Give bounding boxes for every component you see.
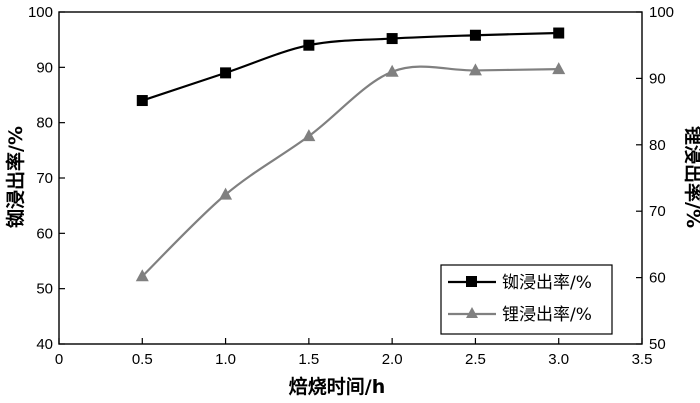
legend-marker-rb: [466, 276, 477, 287]
data-point-li: [552, 62, 566, 75]
y-right-axis-title: 锂浸出率/%: [682, 126, 700, 228]
y-left-tick-label: 70: [36, 170, 53, 187]
data-point-li: [219, 187, 233, 200]
x-tick-label: 3.0: [548, 351, 569, 368]
y-left-tick-label: 90: [36, 59, 53, 76]
y-left-tick-label: 100: [28, 4, 53, 21]
data-point-rb: [136, 95, 148, 107]
x-tick-label: 2.5: [465, 351, 486, 368]
y-left-tick-label: 40: [36, 336, 53, 353]
legend-marker-li: [466, 307, 478, 318]
series-line-li: [141, 65, 559, 278]
x-tick-label: 2.0: [382, 351, 403, 368]
y-right-tick-label: 90: [649, 70, 666, 87]
x-tick-label: 1.0: [215, 351, 236, 368]
data-point-li: [385, 64, 399, 77]
data-point-rb: [469, 29, 481, 41]
y-right-tick-label: 80: [649, 137, 666, 154]
data-point-li: [135, 269, 149, 282]
y-right-tick-label: 60: [649, 270, 666, 287]
data-point-rb: [386, 33, 398, 45]
y-left-tick-label: 60: [36, 225, 53, 242]
data-point-rb: [220, 67, 232, 79]
x-axis-title: 焙烧时间/h: [289, 375, 385, 398]
data-point-li: [302, 129, 316, 142]
series-layer: [135, 27, 566, 282]
y-left-tick-label: 50: [36, 281, 53, 298]
x-tick-label: 0.5: [132, 351, 153, 368]
x-tick-label: 1.5: [298, 351, 319, 368]
legend-label-rb: 铷浸出率/%: [502, 273, 592, 293]
x-tick-label: 3.5: [632, 351, 653, 368]
legend-label-li: 锂浸出率/%: [502, 305, 592, 325]
data-point-rb: [303, 39, 315, 51]
y-left-tick-label: 80: [36, 115, 53, 132]
y-right-tick-label: 100: [649, 4, 674, 21]
y-right-tick-label: 70: [649, 203, 666, 220]
series-line-rb: [141, 31, 559, 102]
y-right-tick-label: 50: [649, 336, 666, 353]
y-left-axis-title: 铷浸出率/%: [4, 126, 27, 228]
x-tick-label: 0: [55, 351, 63, 368]
legend: 铷浸出率/% 锂浸出率/%: [440, 264, 613, 335]
data-point-rb: [553, 27, 565, 39]
axes: 0 0.5 1.0 1.5 2.0 2.5 3.0 3.5 40 50 60 70 80 90 100 50 6…: [28, 4, 674, 368]
data-point-li: [468, 63, 482, 76]
